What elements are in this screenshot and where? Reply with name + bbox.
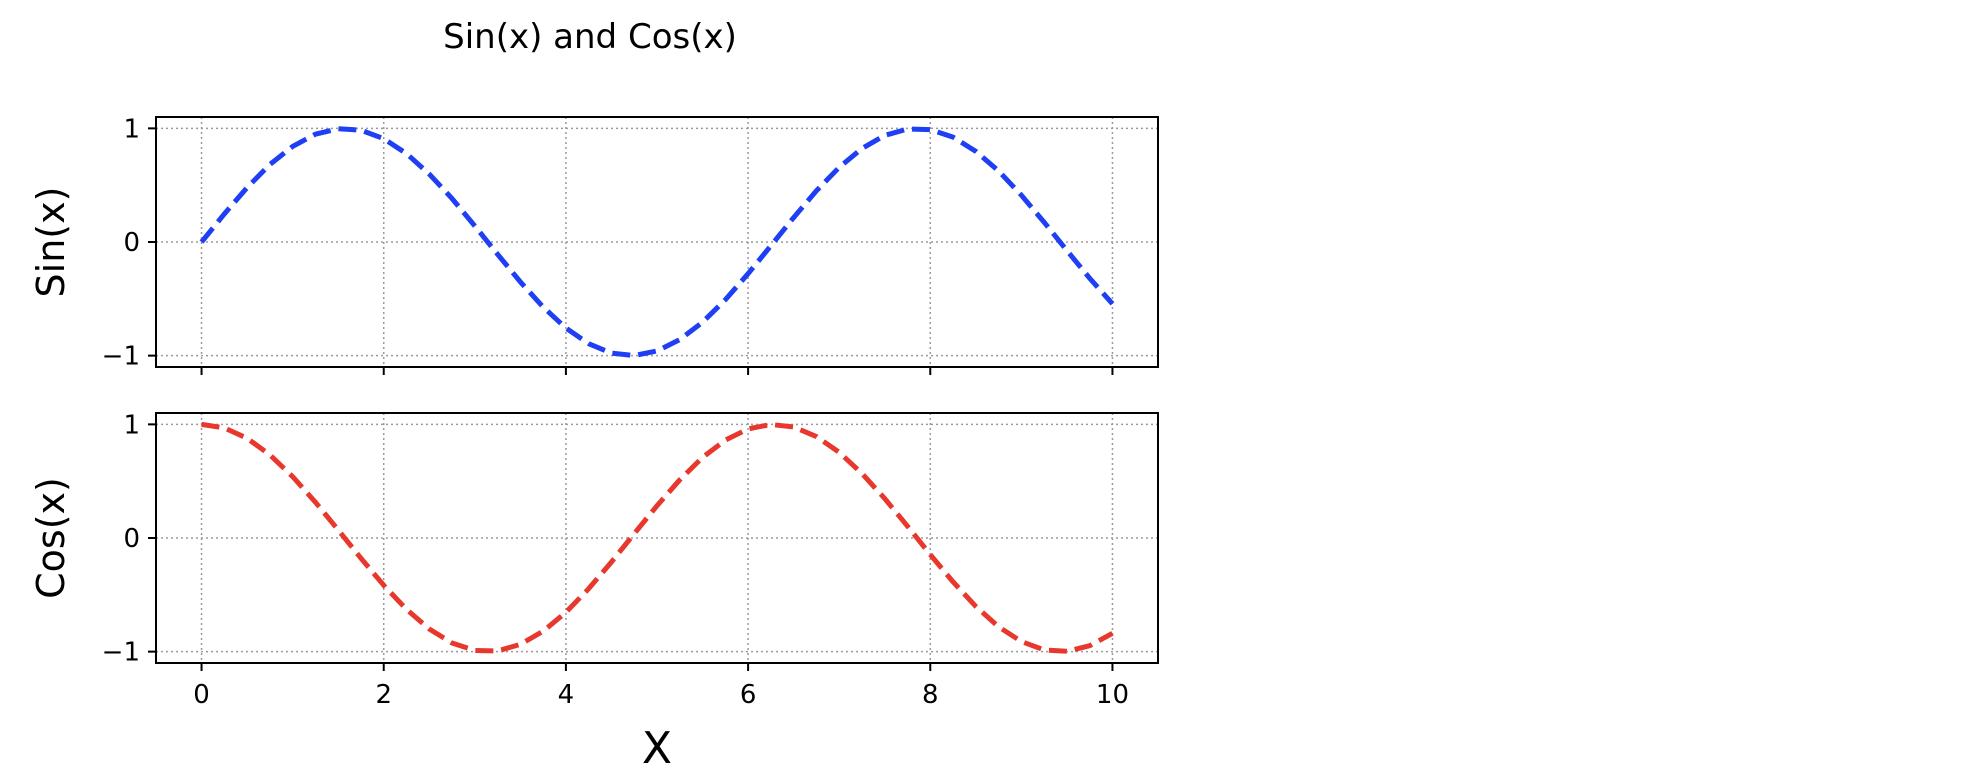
x-tick-label: 2 <box>375 680 392 710</box>
x-tick-label: 4 <box>558 680 575 710</box>
y-tick-label: 0 <box>123 228 140 258</box>
y-axis-label: Sin(x) <box>29 187 73 298</box>
y-tick-label: −1 <box>102 638 140 668</box>
x-tick-label: 10 <box>1096 680 1129 710</box>
x-tick-label: 0 <box>193 680 210 710</box>
x-tick-label: 6 <box>740 680 757 710</box>
y-axis-label: Cos(x) <box>29 477 73 599</box>
x-tick-label: 8 <box>922 680 939 710</box>
y-tick-label: 1 <box>123 114 140 144</box>
chart-title: Sin(x) and Cos(x) <box>443 17 737 57</box>
cos-series-line <box>201 421 1114 654</box>
y-tick-label: 1 <box>123 410 140 440</box>
y-tick-label: −1 <box>102 342 140 372</box>
y-tick-label: 0 <box>123 524 140 554</box>
x-axis-label: X <box>642 723 672 774</box>
sin-subplot: 1 0 −1 Sin(x) <box>29 114 1159 375</box>
sin-series-line <box>199 126 1115 359</box>
